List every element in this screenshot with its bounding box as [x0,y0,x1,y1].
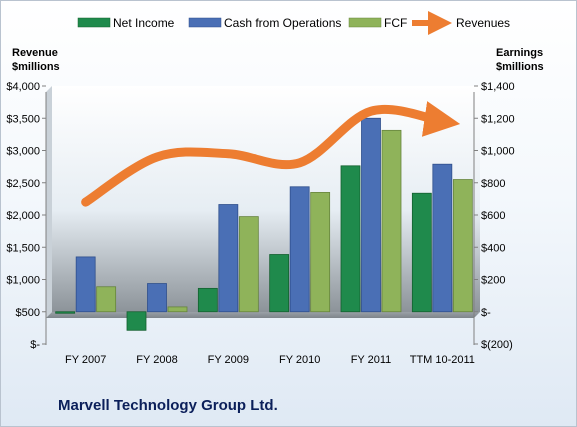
right-tick-label: $1,200 [481,113,515,125]
bar-fcf [381,129,402,313]
right-tick-label: $1,400 [481,81,515,93]
revenue-line-group [81,101,461,207]
legend-label-cash-from-operations: Cash from Operations [224,16,341,30]
legend-label-net-income: Net Income [113,16,175,30]
bar-cash-from-operations [218,204,239,313]
right-tick-label: $400 [481,242,505,254]
left-axis-ticks: $- $500 $1,000 $1,500 $2,000 $2,500 $3,000 $3,5… [6,81,46,351]
right-tick-label: $1,000 [481,146,515,158]
category-label: FY 2011 [351,354,392,366]
bar-cash-from-operations [147,283,167,313]
company-name: Marvell Technology Group Ltd. [58,397,278,414]
bar-cash-from-operations [361,117,381,313]
bar-fcf [167,306,188,313]
left-tick-label: $1,500 [6,242,40,254]
right-axis-ticks: $(200) $- $200 $400 $600 $800 $1,000 $1,200 $1,4… [474,81,515,351]
category-label: FY 2007 [65,354,106,366]
left-tick-label: $3,500 [6,113,40,125]
bar-net-income [126,311,147,331]
bar-net-income [197,287,218,313]
right-tick-label: $(200) [481,339,513,351]
right-axis-title-line2: $millions [496,61,544,73]
category-label: TTM 10-2011 [410,354,475,366]
bar-series [55,117,473,331]
right-axis-title-line1: Earnings [496,47,543,59]
bar-fcf [310,192,331,313]
left-tick-label: $4,000 [6,81,40,93]
left-tick-label: $500 [16,307,40,319]
bar-net-income [411,192,432,313]
left-tick-label: $1,000 [6,275,40,287]
left-tick-label: $2,500 [6,178,40,190]
bar-cash-from-operations [75,256,96,313]
plot-floor [46,312,480,318]
left-axis-title-line1: Revenue [12,47,58,59]
legend-label-fcf: FCF [384,16,407,30]
left-tick-label: $2,000 [6,210,40,222]
legend: Net Income Cash from Operations FCF Reve… [77,11,510,35]
bar-net-income [340,165,361,313]
right-tick-label: $800 [481,178,505,190]
category-label: FY 2010 [279,354,320,366]
right-tick-label: $600 [481,210,505,222]
legend-swatch-fcf [348,17,382,28]
left-tick-label: $3,000 [6,146,40,158]
bar-fcf [238,216,259,313]
legend-label-revenues: Revenues [456,16,510,30]
bar-net-income [269,254,290,313]
bar-cash-from-operations [289,186,310,313]
right-tick-label: $- [481,307,491,319]
plot-background [52,86,480,312]
category-label: FY 2008 [136,354,177,366]
plot-side-wall [46,86,52,318]
bar-net-income [55,311,76,314]
legend-swatch-cash-from-operations [188,17,222,28]
bar-cash-from-operations [432,163,453,313]
bar-fcf [96,286,117,313]
right-tick-label: $200 [481,275,505,287]
left-tick-label: $- [30,339,40,351]
bar-fcf [452,179,473,313]
category-label: FY 2009 [208,354,249,366]
category-labels: FY 2007 FY 2008 FY 2009 FY 2010 FY 2011 TTM 1… [65,354,475,366]
left-axis-title-line2: $millions [12,61,60,73]
legend-swatch-net-income [77,17,111,28]
revenues-line [81,101,461,207]
